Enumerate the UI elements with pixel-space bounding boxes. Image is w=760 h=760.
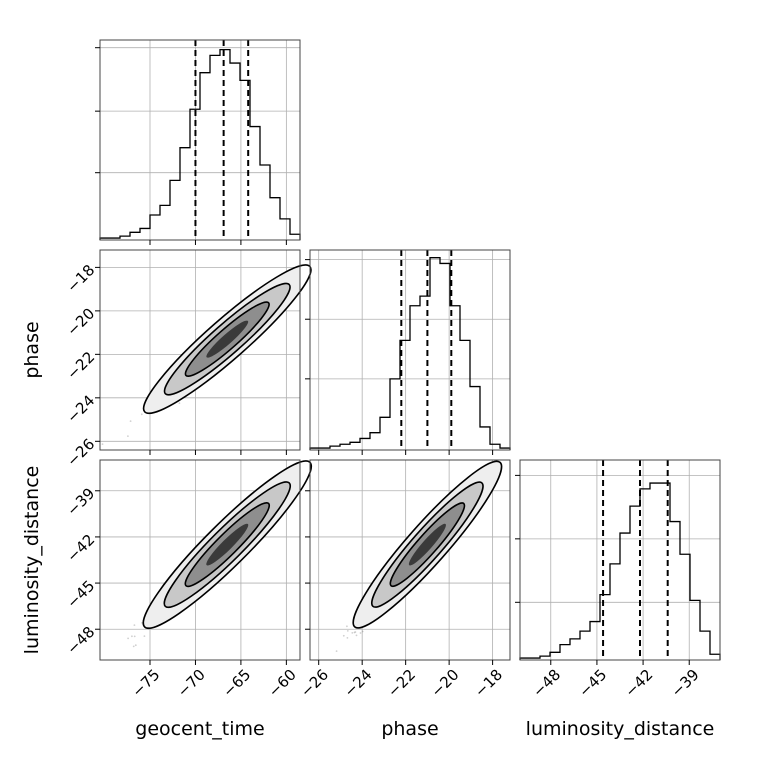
sample-point xyxy=(302,463,304,465)
x-tick-label: −65 xyxy=(219,666,254,701)
sample-point xyxy=(346,625,348,628)
panel-frame xyxy=(309,249,511,451)
x-tick-label: −24 xyxy=(340,666,375,701)
density-level xyxy=(206,523,249,566)
sample-point xyxy=(127,435,129,437)
y-axis-label: phase xyxy=(21,321,43,378)
y-tick-label: −39 xyxy=(63,484,98,519)
sample-point xyxy=(304,270,306,272)
panel-frame xyxy=(99,39,301,241)
density-level xyxy=(206,320,249,358)
contour-line xyxy=(163,282,291,396)
sample-point xyxy=(342,634,345,637)
sample-point xyxy=(338,421,340,423)
sample-point xyxy=(131,635,133,638)
density-geocent_time-luminosity_distance xyxy=(143,461,300,629)
sample-point xyxy=(355,634,358,637)
x-tick-label: −48 xyxy=(529,666,564,701)
sample-point xyxy=(306,467,308,469)
y-tick-label: −18 xyxy=(63,261,98,296)
sample-point xyxy=(346,630,349,632)
sample-point xyxy=(346,637,349,639)
x-axis-label: phase xyxy=(381,718,438,740)
y-tick-label: −48 xyxy=(63,623,98,658)
contour-line xyxy=(163,481,292,609)
sample-point xyxy=(320,451,322,453)
sample-point xyxy=(354,631,357,633)
sample-point xyxy=(359,632,362,634)
sample-point xyxy=(178,402,181,404)
y-tick-label: −24 xyxy=(63,391,98,426)
sample-point xyxy=(315,458,317,460)
x-tick-label: −45 xyxy=(575,666,610,701)
contour-line xyxy=(370,481,484,608)
histogram-geocent_time xyxy=(99,48,301,240)
sample-point xyxy=(302,272,304,274)
sample-point xyxy=(317,262,319,264)
sample-point xyxy=(303,468,305,470)
sample-point xyxy=(143,635,146,637)
sample-point xyxy=(129,420,132,422)
x-tick-label: −60 xyxy=(265,666,300,701)
histogram-phase xyxy=(309,257,511,450)
x-tick-label: −20 xyxy=(427,666,462,701)
density-level xyxy=(408,523,446,566)
x-tick-label: −18 xyxy=(471,666,506,701)
panel-frame xyxy=(519,459,721,661)
sample-point xyxy=(133,624,136,626)
panel-frame xyxy=(99,249,301,451)
panel-frame xyxy=(99,459,301,661)
sample-point xyxy=(313,270,315,272)
y-tick-label: −22 xyxy=(63,348,98,383)
sample-point xyxy=(507,451,509,453)
sample-point xyxy=(307,463,309,465)
x-tick-label: −26 xyxy=(297,666,332,701)
sample-point xyxy=(305,473,307,475)
sample-point xyxy=(127,637,129,640)
sample-point xyxy=(132,645,135,648)
sample-point xyxy=(319,251,321,253)
histogram-luminosity_distance xyxy=(519,482,721,660)
density-phase-luminosity_distance xyxy=(353,461,502,628)
y-tick-label: −20 xyxy=(63,305,98,340)
x-axis-label: luminosity_distance xyxy=(526,718,715,740)
sample-point xyxy=(361,630,364,633)
contour-line xyxy=(352,460,503,629)
y-axis-label: luminosity_distance xyxy=(21,466,43,655)
sample-point xyxy=(328,662,330,664)
sample-point xyxy=(515,443,517,445)
sample-point xyxy=(335,650,338,652)
sample-point xyxy=(351,632,354,634)
x-tick-label: −22 xyxy=(384,666,419,701)
contour-line xyxy=(184,502,271,588)
sample-point xyxy=(133,635,136,638)
x-tick-label: −42 xyxy=(621,666,656,701)
contour-line xyxy=(389,502,466,588)
y-tick-label: −26 xyxy=(63,435,98,470)
x-tick-label: −75 xyxy=(128,666,163,701)
y-tick-label: −42 xyxy=(63,531,98,566)
sample-point xyxy=(312,457,314,459)
density-geocent_time-phase xyxy=(143,264,300,414)
sample-point xyxy=(301,468,303,470)
sample-point xyxy=(302,474,304,476)
sample-point xyxy=(101,443,104,445)
sample-point xyxy=(307,471,309,473)
sample-point xyxy=(312,268,314,270)
sample-point xyxy=(134,644,137,647)
sample-point xyxy=(140,413,143,416)
sample-point xyxy=(305,475,307,477)
panel-frame xyxy=(309,459,511,661)
sample-point xyxy=(141,622,143,624)
x-tick-label: −70 xyxy=(174,666,209,701)
sample-point xyxy=(353,631,356,634)
x-axis-label: geocent_time xyxy=(135,718,264,740)
contour-line xyxy=(184,301,270,378)
sample-point xyxy=(325,251,327,253)
y-tick-label: −45 xyxy=(63,577,98,612)
x-tick-label: −39 xyxy=(668,666,703,701)
